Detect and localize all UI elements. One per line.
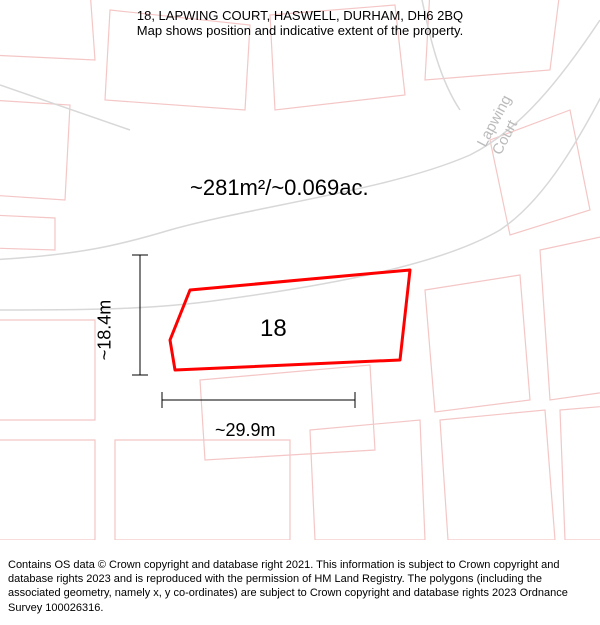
- map-container: Lapwing Court ~281m²/~0.069ac. ~29.9m ~1…: [0, 0, 600, 540]
- header: 18, LAPWING COURT, HASWELL, DURHAM, DH6 …: [0, 8, 600, 38]
- plot-number-label: 18: [260, 315, 287, 343]
- area-label: ~281m²/~0.069ac.: [190, 175, 369, 201]
- width-dimension-label: ~29.9m: [215, 420, 276, 441]
- page-subtitle: Map shows position and indicative extent…: [0, 23, 600, 38]
- copyright-text: Contains OS data © Crown copyright and d…: [8, 558, 592, 615]
- footer: Contains OS data © Crown copyright and d…: [0, 552, 600, 625]
- height-dimension-label: ~18.4m: [95, 300, 116, 361]
- page-title: 18, LAPWING COURT, HASWELL, DURHAM, DH6 …: [0, 8, 600, 23]
